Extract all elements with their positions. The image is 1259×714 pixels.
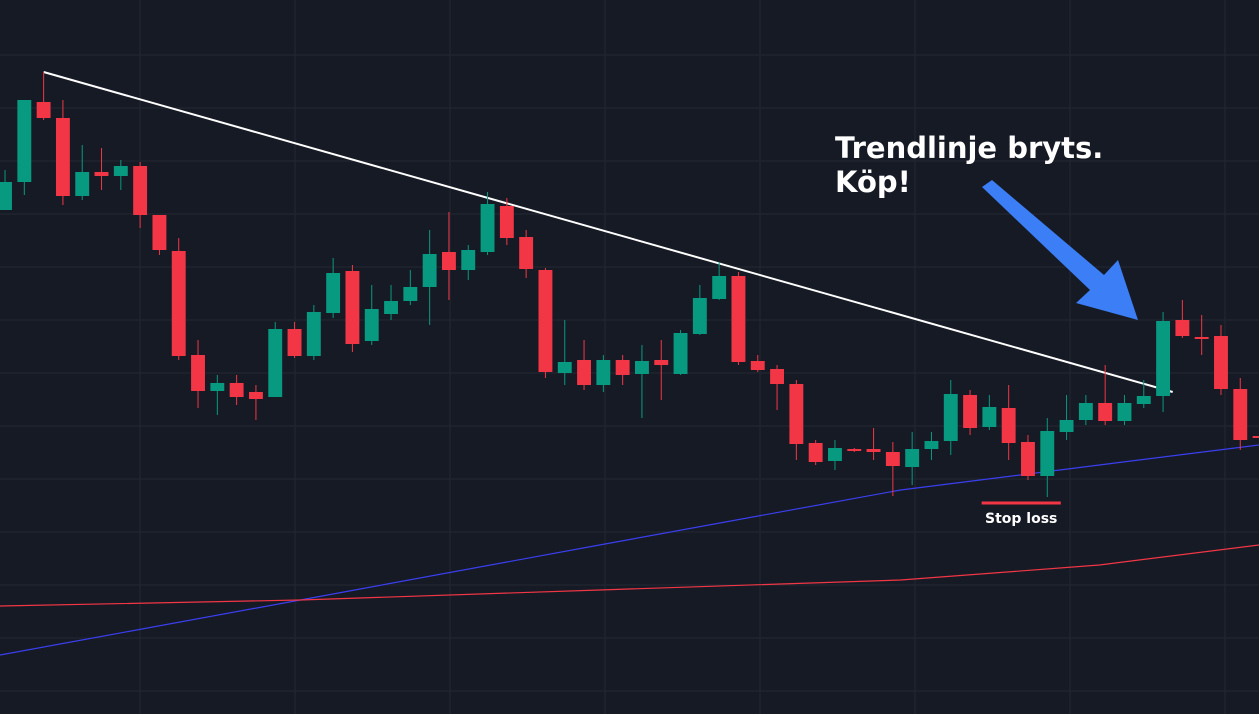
candle-body	[345, 271, 360, 344]
candle-body	[1214, 336, 1228, 389]
candle-body	[36, 102, 51, 118]
candle-body	[1117, 403, 1132, 421]
candle-body	[1021, 442, 1035, 476]
candles	[0, 72, 1259, 497]
candle-body	[692, 298, 707, 334]
candle-body	[403, 287, 418, 301]
candle-body	[557, 362, 572, 373]
candle-body	[55, 118, 70, 196]
candle-body	[1156, 321, 1171, 396]
candle-body	[326, 273, 341, 313]
candle-body	[1078, 403, 1093, 420]
candle-body	[441, 252, 456, 270]
candle-body	[480, 204, 495, 252]
candle-body	[229, 383, 244, 397]
candle-body	[0, 182, 12, 210]
candle-body	[635, 361, 649, 374]
candle-body	[905, 449, 920, 467]
candle-body	[1233, 389, 1248, 440]
candle-body	[866, 449, 881, 452]
candle-body	[17, 100, 32, 182]
candle-body	[789, 384, 804, 444]
candle-body	[1001, 408, 1016, 443]
candle-body	[538, 270, 553, 372]
candle-body	[461, 250, 476, 270]
candle-body	[673, 333, 688, 374]
candle-body	[654, 360, 669, 365]
annotation: Köp!	[835, 165, 911, 199]
annotation: Trendlinje bryts.	[835, 131, 1103, 165]
candle-body	[152, 215, 167, 250]
candle-body	[615, 360, 630, 375]
candle-body	[808, 443, 823, 462]
arrow	[982, 180, 1138, 320]
candle-body	[191, 355, 205, 391]
candle-body	[731, 276, 746, 362]
candle-body	[519, 237, 534, 269]
candle-body	[1040, 431, 1055, 476]
candle-body	[1136, 396, 1151, 404]
candle-body	[133, 166, 148, 215]
candle-body	[499, 206, 514, 238]
candle-body	[248, 392, 263, 399]
candle-body	[577, 360, 591, 385]
candle-body	[1098, 403, 1113, 421]
candle-body	[210, 383, 225, 391]
candle-body	[828, 448, 842, 461]
candle-body	[287, 329, 302, 356]
candle-body	[750, 361, 765, 370]
candle-body	[596, 360, 611, 385]
candle-body	[364, 309, 379, 341]
candle-body	[1194, 337, 1209, 339]
candle-body	[1175, 320, 1190, 336]
candle-body	[1059, 420, 1074, 432]
candle-body	[75, 172, 90, 196]
candle-body	[384, 301, 398, 314]
candle-body	[770, 369, 785, 384]
candle-body	[113, 166, 128, 176]
trendline	[43, 71, 1173, 393]
lines	[0, 71, 1259, 656]
candle-body	[847, 449, 862, 451]
candle-body	[982, 407, 997, 427]
candle-body	[924, 441, 939, 449]
candle-body	[171, 251, 186, 356]
moving-average	[0, 444, 1259, 656]
candle-body	[943, 394, 958, 441]
stop-loss-label: Stop loss	[985, 511, 1057, 527]
candle-body	[885, 452, 900, 466]
candle-body	[422, 254, 437, 287]
candle-body	[712, 276, 727, 299]
candle-body	[963, 395, 978, 428]
candle-body	[268, 329, 283, 397]
candle-body	[1252, 436, 1259, 438]
moving-average	[0, 544, 1259, 607]
candle-body	[306, 312, 321, 356]
candle-body	[94, 172, 109, 176]
